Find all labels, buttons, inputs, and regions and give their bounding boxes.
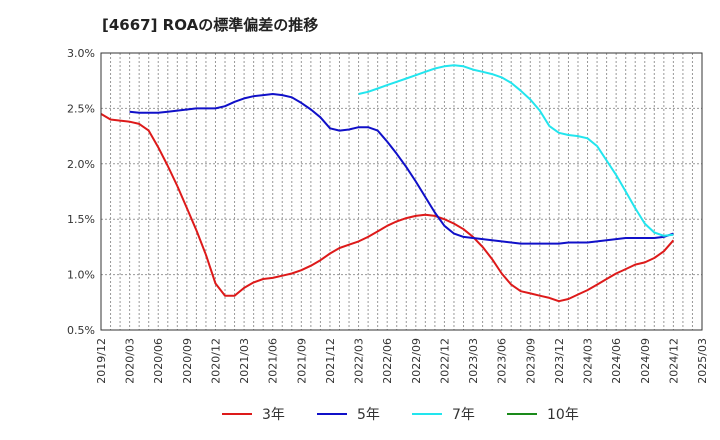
y-tick-label: 1.5%	[67, 213, 95, 226]
series-line-3年	[100, 113, 675, 303]
x-tick-label: 2022/12	[438, 338, 451, 384]
series-line-7年	[358, 64, 674, 237]
x-tick-label: 2023/03	[467, 338, 480, 384]
y-tick-label: 3.0%	[67, 47, 95, 60]
x-tick-label: 2023/12	[553, 338, 566, 384]
y-tick-label: 2.0%	[67, 158, 95, 171]
y-tick-label: 1.0%	[67, 269, 95, 282]
x-tick-label: 2021/06	[267, 338, 280, 384]
series-line-5年	[129, 93, 674, 245]
legend-label: 10年	[547, 407, 579, 423]
x-tick-label: 2020/12	[209, 338, 222, 384]
x-tick-label: 2022/09	[410, 338, 423, 384]
x-tick-label: 2024/06	[610, 338, 623, 384]
grid	[101, 52, 702, 331]
x-tick-label: 2021/09	[295, 338, 308, 384]
x-tick-label: 2022/03	[353, 338, 366, 384]
x-tick-label: 2020/06	[152, 338, 165, 384]
x-tick-label: 2020/09	[181, 338, 194, 384]
chart-title: [4667] ROAの標準偏差の推移	[102, 16, 319, 34]
x-tick-label: 2021/03	[238, 338, 251, 384]
x-tick-label: 2019/12	[95, 338, 108, 384]
y-tick-label: 2.5%	[67, 102, 95, 115]
x-tick-label: 2024/12	[667, 338, 680, 384]
y-tick-label: 0.5%	[67, 324, 95, 337]
legend-label: 3年	[262, 407, 285, 423]
x-tick-label: 2025/03	[696, 338, 709, 384]
x-tick-label: 2023/06	[496, 338, 509, 384]
x-tick-label: 2021/12	[324, 338, 337, 384]
x-axis-ticks: 2019/12 2020/03 2020/06 2020/09 2020/12 2021/…	[95, 338, 709, 384]
x-tick-label: 2024/09	[639, 338, 652, 384]
x-tick-label: 2022/06	[381, 338, 394, 384]
x-tick-label: 2024/03	[582, 338, 595, 384]
legend: 3年 5年 7年 10年	[222, 407, 579, 423]
x-tick-label: 2023/09	[524, 338, 537, 384]
plot-frame	[100, 52, 703, 331]
series-lines	[100, 64, 675, 303]
x-tick-label: 2020/03	[124, 338, 137, 384]
y-axis-ticks: 3.0% 2.5% 2.0% 1.5% 1.0% 0.5%	[67, 47, 95, 337]
legend-label: 7年	[452, 407, 475, 423]
legend-label: 5年	[357, 407, 380, 423]
